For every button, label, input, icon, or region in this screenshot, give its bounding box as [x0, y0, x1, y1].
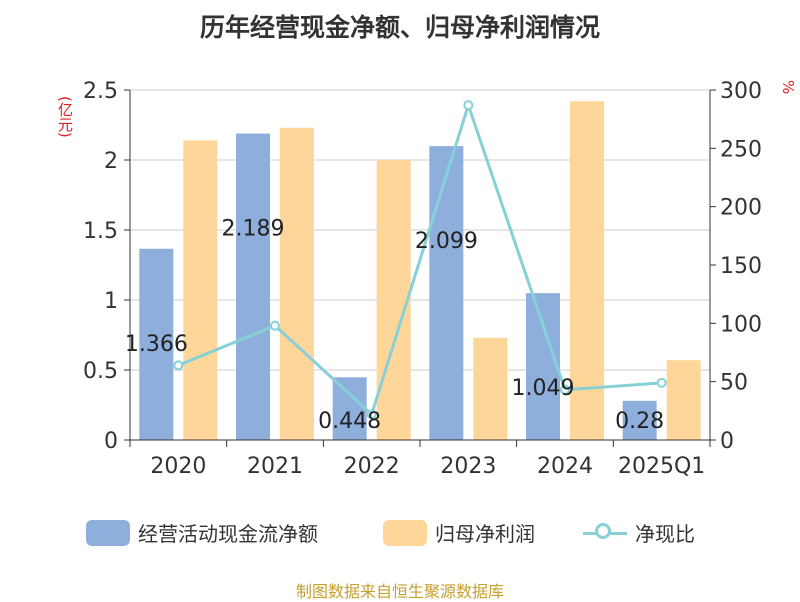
- ratio-point: [560, 384, 570, 395]
- x-axis-tick-label: 2020: [150, 454, 206, 479]
- ratio-line-layer: [173, 100, 667, 420]
- data-source-note: 制图数据来自恒生聚源数据库: [295, 582, 504, 601]
- ratio-point: [656, 377, 667, 388]
- cashflow-bar: [429, 146, 464, 440]
- grid-lines: [130, 89, 710, 371]
- right-axis-tick-label: 300: [720, 79, 762, 104]
- cashflow-data-label: 1.366: [125, 332, 188, 357]
- left-axis-tick-label: 0.5: [83, 359, 118, 384]
- legend-swatch-netprofit: [383, 519, 427, 546]
- cashflow-data-label: 2.189: [222, 217, 285, 242]
- cashflow-bar: [622, 400, 657, 440]
- legend-label-netprofit: 归母净利润: [435, 522, 535, 546]
- netprofit-bar: [183, 140, 218, 440]
- legend-item-netprofit[interactable]: 归母净利润: [383, 518, 535, 547]
- cashflow-data-label: 0.28: [615, 409, 664, 434]
- chart-title: 历年经营现金净额、归母净利润情况: [199, 13, 600, 42]
- right-axis-tick-label: 150: [720, 254, 762, 279]
- cashflow-bar: [236, 133, 270, 441]
- cashflow-bar: [332, 377, 367, 440]
- right-axis-unit: %: [779, 80, 797, 95]
- right-axis-tick-label: 200: [720, 196, 762, 221]
- cashflow-bar: [139, 248, 174, 440]
- netprofit-bar: [473, 337, 508, 440]
- left-axis-tick-label: 1: [104, 289, 118, 314]
- legend-label-ratio: 净现比: [635, 522, 695, 546]
- cashflow-data-label: 0.448: [318, 409, 381, 434]
- ratio-point: [173, 360, 184, 371]
- legend-label-cashflow: 经营活动现金流净额: [138, 522, 318, 546]
- netprofit-bar: [280, 127, 314, 441]
- legend-swatch-ratio: [583, 520, 627, 546]
- netprofit-bar: [666, 360, 701, 440]
- ratio-line: [177, 100, 662, 418]
- x-axis-tick-label: 2021: [247, 454, 303, 479]
- legend-item-ratio[interactable]: 净现比: [583, 518, 695, 547]
- left-axis-unit: (亿元): [56, 96, 74, 138]
- legend-swatch-cashflow: [86, 519, 130, 546]
- netprofit-bar: [376, 160, 411, 440]
- x-axis-tick-label: 2025Q1: [618, 454, 705, 479]
- cashflow-data-label: 1.049: [512, 376, 575, 401]
- axes: 0 0.5 1 1.5 2 2.5 0 50 100 150 200 250 300 2020 2021 20…: [83, 79, 762, 479]
- data-labels: 1.366 2.189 0.448 2.099 1.049 0.28: [125, 217, 664, 434]
- bar-layer: [139, 101, 701, 441]
- netprofit-bar: [570, 101, 604, 440]
- x-axis-tick-label: 2024: [537, 454, 593, 479]
- cashflow-bar: [526, 293, 560, 440]
- legend-item-cashflow[interactable]: 经营活动现金流净额: [86, 518, 318, 547]
- cashflow-data-label: 2.099: [415, 229, 478, 254]
- left-axis-tick-label: 1.5: [83, 219, 118, 244]
- right-axis-tick-label: 250: [720, 137, 762, 162]
- right-axis-tick-label: 50: [720, 371, 748, 396]
- left-axis-tick-label: 2: [104, 149, 118, 174]
- x-axis-tick-label: 2023: [440, 454, 496, 479]
- x-axis-tick-label: 2022: [344, 454, 400, 479]
- ratio-point: [463, 100, 474, 111]
- right-axis-tick-label: 0: [720, 429, 734, 454]
- ratio-point: [366, 409, 377, 420]
- right-axis-tick-label: 100: [720, 312, 762, 337]
- left-axis-tick-label: 2.5: [83, 79, 118, 104]
- left-axis-tick-label: 0: [104, 429, 118, 454]
- ratio-point: [270, 320, 280, 331]
